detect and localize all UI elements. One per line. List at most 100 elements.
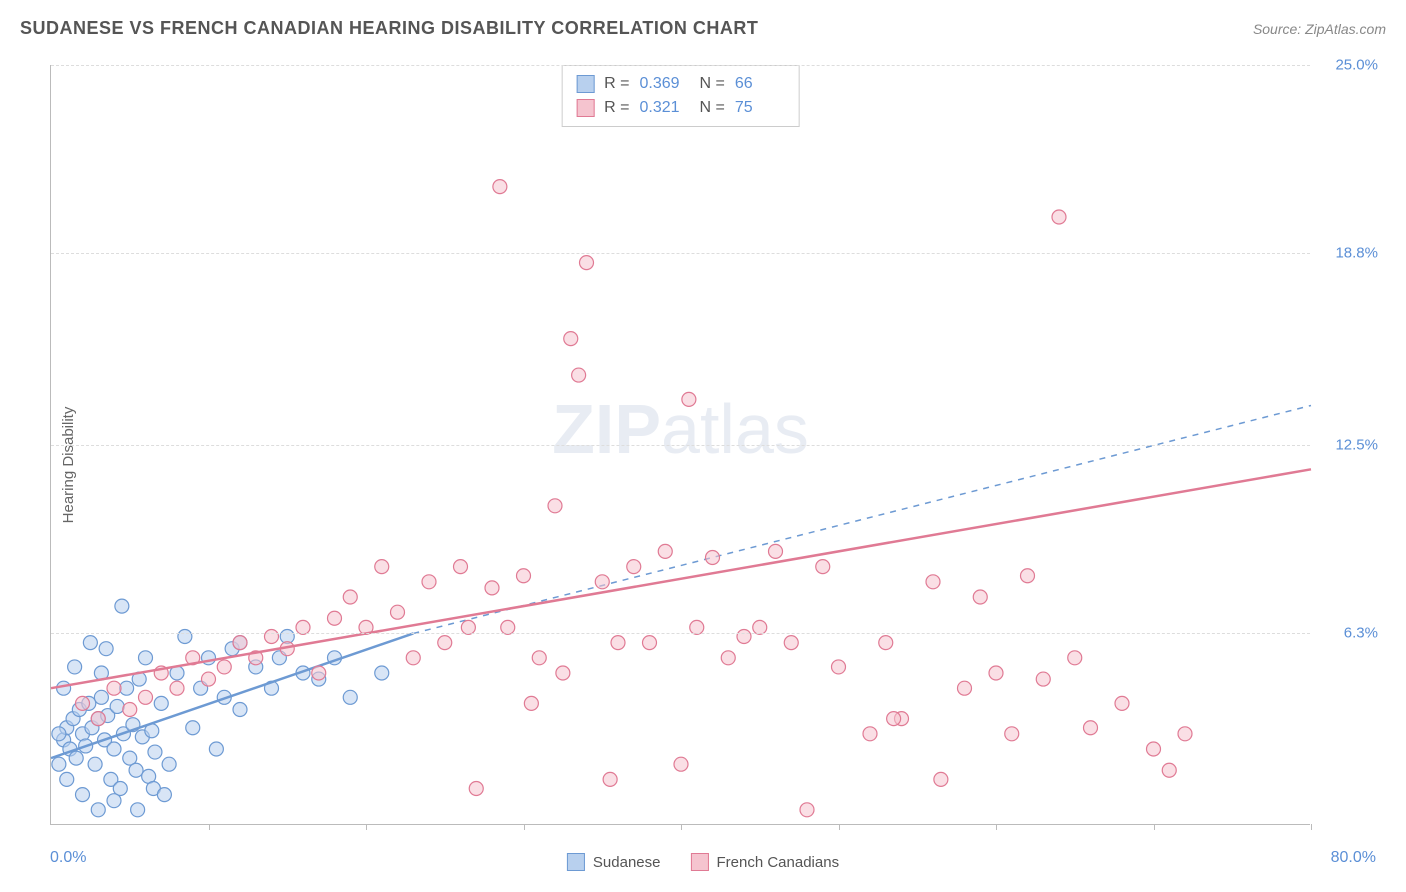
scatter-point	[887, 712, 901, 726]
scatter-point	[99, 642, 113, 656]
scatter-point	[469, 782, 483, 796]
scatter-point	[139, 651, 153, 665]
scatter-point	[603, 772, 617, 786]
scatter-point	[265, 630, 279, 644]
scatter-point	[958, 681, 972, 695]
scatter-point	[524, 696, 538, 710]
legend-label: French Canadians	[716, 854, 839, 871]
scatter-point	[233, 702, 247, 716]
scatter-point	[706, 550, 720, 564]
r-label: R =	[604, 72, 629, 96]
legend-swatch	[567, 853, 585, 871]
gridline	[51, 633, 1310, 634]
scatter-point	[1162, 763, 1176, 777]
scatter-point	[422, 575, 436, 589]
scatter-point	[572, 368, 586, 382]
x-tick	[1154, 824, 1155, 830]
regression-line-extension	[413, 405, 1311, 633]
plot-region: ZIPatlas R =0.369N =66R = 0.321N =75 6.3…	[50, 65, 1310, 825]
scatter-point	[129, 763, 143, 777]
scatter-point	[343, 590, 357, 604]
scatter-point	[83, 636, 97, 650]
scatter-point	[1147, 742, 1161, 756]
x-tick	[209, 824, 210, 830]
scatter-point	[737, 630, 751, 644]
scatter-point	[989, 666, 1003, 680]
scatter-point	[178, 630, 192, 644]
x-tick	[996, 824, 997, 830]
scatter-point	[1084, 721, 1098, 735]
scatter-point	[107, 794, 121, 808]
n-value: 75	[735, 96, 785, 120]
scatter-point	[209, 742, 223, 756]
scatter-point	[162, 757, 176, 771]
legend-item: Sudanese	[567, 853, 661, 871]
scatter-point	[580, 256, 594, 270]
scatter-point	[1005, 727, 1019, 741]
scatter-point	[88, 757, 102, 771]
scatter-point	[784, 636, 798, 650]
scatter-point	[91, 712, 105, 726]
y-tick-label: 18.8%	[1335, 245, 1378, 262]
scatter-point	[461, 620, 475, 634]
x-tick	[524, 824, 525, 830]
scatter-point	[52, 757, 66, 771]
y-tick-label: 25.0%	[1335, 57, 1378, 74]
scatter-point	[69, 751, 83, 765]
scatter-point	[863, 727, 877, 741]
scatter-point	[769, 544, 783, 558]
scatter-point	[501, 620, 515, 634]
chart-header: SUDANESE VS FRENCH CANADIAN HEARING DISA…	[0, 0, 1406, 45]
scatter-point	[57, 681, 71, 695]
scatter-point	[611, 636, 625, 650]
legend-swatch	[690, 853, 708, 871]
scatter-point	[879, 636, 893, 650]
scatter-point	[68, 660, 82, 674]
x-axis-max-label: 80.0%	[1331, 849, 1376, 867]
scatter-point	[154, 696, 168, 710]
scatter-point	[94, 690, 108, 704]
scatter-point	[643, 636, 657, 650]
scatter-point	[148, 745, 162, 759]
y-tick-label: 12.5%	[1335, 437, 1378, 454]
scatter-point	[1021, 569, 1035, 583]
scatter-point	[595, 575, 609, 589]
scatter-point	[76, 788, 90, 802]
legend-label: Sudanese	[593, 854, 661, 871]
scatter-point	[115, 599, 129, 613]
scatter-point	[1052, 210, 1066, 224]
scatter-point	[107, 681, 121, 695]
scatter-point	[1068, 651, 1082, 665]
x-axis-min-label: 0.0%	[50, 849, 86, 867]
scatter-point	[485, 581, 499, 595]
scatter-point	[721, 651, 735, 665]
scatter-point	[391, 605, 405, 619]
scatter-point	[682, 392, 696, 406]
scatter-point	[123, 702, 137, 716]
scatter-point	[312, 666, 326, 680]
scatter-point	[454, 560, 468, 574]
scatter-point	[556, 666, 570, 680]
scatter-point	[60, 772, 74, 786]
scatter-point	[375, 560, 389, 574]
r-value: 0.321	[640, 96, 690, 120]
scatter-point	[438, 636, 452, 650]
scatter-point	[926, 575, 940, 589]
gridline	[51, 445, 1310, 446]
scatter-point	[91, 803, 105, 817]
legend-item: French Canadians	[690, 853, 839, 871]
r-label: R =	[604, 96, 629, 120]
n-label: N =	[700, 96, 725, 120]
chart-area: Hearing Disability ZIPatlas R =0.369N =6…	[0, 45, 1406, 885]
scatter-point	[753, 620, 767, 634]
scatter-point	[296, 620, 310, 634]
x-tick	[681, 824, 682, 830]
scatter-point	[973, 590, 987, 604]
n-label: N =	[700, 72, 725, 96]
scatter-point	[120, 681, 134, 695]
scatter-point	[934, 772, 948, 786]
scatter-point	[532, 651, 546, 665]
chart-title: SUDANESE VS FRENCH CANADIAN HEARING DISA…	[20, 18, 758, 39]
scatter-point	[131, 803, 145, 817]
scatter-point	[1036, 672, 1050, 686]
